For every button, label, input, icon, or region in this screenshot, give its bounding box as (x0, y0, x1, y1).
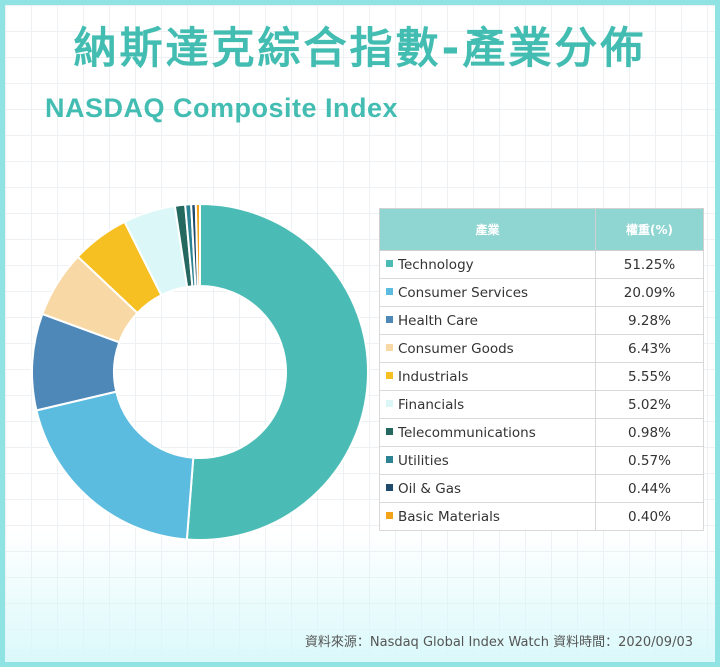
infographic-card: 納斯達克綜合指數-產業分佈 NASDAQ Composite Index 產業 … (5, 5, 715, 662)
legend-label: Utilities (398, 452, 449, 469)
legend-row-health-care: Health Care 9.28% (379, 306, 704, 335)
legend-value: 0.40% (595, 502, 704, 531)
legend-label: Consumer Goods (398, 340, 514, 357)
legend-row-oil-gas: Oil & Gas 0.44% (379, 474, 704, 503)
legend-row-utilities: Utilities 0.57% (379, 446, 704, 475)
legend-label: Technology (398, 256, 474, 273)
legend-swatch (386, 456, 393, 463)
legend-label: Health Care (398, 312, 478, 329)
legend-label: Industrials (398, 368, 469, 385)
legend-industry-cell: Basic Materials (379, 502, 596, 531)
legend-swatch (386, 400, 393, 407)
legend-industry-cell: Technology (379, 250, 596, 279)
legend-label: Financials (398, 396, 465, 413)
legend-value: 51.25% (595, 250, 704, 279)
legend-swatch (386, 288, 393, 295)
donut-chart (31, 202, 369, 541)
legend-label: Telecommunications (398, 424, 536, 441)
legend-header-row: 產業 權重(%) (379, 208, 704, 251)
legend-industry-cell: Consumer Services (379, 278, 596, 307)
donut-slice-consumer-services (35, 390, 195, 541)
legend-row-telecommunications: Telecommunications 0.98% (379, 418, 704, 447)
legend-industry-cell: Telecommunications (379, 418, 596, 447)
legend-body: Technology 51.25% Consumer Services 20.09% H… (379, 250, 704, 531)
legend-row-consumer-goods: Consumer Goods 6.43% (379, 334, 704, 363)
legend-value: 5.55% (595, 362, 704, 391)
legend-value: 0.44% (595, 474, 704, 503)
legend-industry-cell: Financials (379, 390, 596, 419)
legend-value: 0.57% (595, 446, 704, 475)
legend-industry-cell: Oil & Gas (379, 474, 596, 503)
legend-label: Oil & Gas (398, 480, 462, 497)
background-fade (5, 532, 715, 662)
legend-row-consumer-services: Consumer Services 20.09% (379, 278, 704, 307)
legend-row-technology: Technology 51.25% (379, 250, 704, 279)
legend-label: Consumer Services (398, 284, 529, 301)
legend-swatch (386, 484, 393, 491)
donut-slice-basic-materials (194, 202, 201, 288)
legend-row-basic-materials: Basic Materials 0.40% (379, 502, 704, 531)
legend-swatch (386, 428, 393, 435)
legend-industry-cell: Industrials (379, 362, 596, 391)
legend-label: Basic Materials (398, 508, 500, 525)
source-note: 資料來源：Nasdaq Global Index Watch 資料時間：2020… (304, 635, 693, 650)
legend-swatch (386, 344, 393, 351)
chart-subtitle: NASDAQ Composite Index (45, 93, 399, 123)
legend-header-weight: 權重(%) (595, 208, 704, 251)
chart-title: 納斯達克綜合指數-產業分佈 (73, 24, 647, 74)
legend-value: 5.02% (595, 390, 704, 419)
legend-value: 9.28% (595, 306, 704, 335)
legend-industry-cell: Health Care (379, 306, 596, 335)
legend-value: 0.98% (595, 418, 704, 447)
donut-slice-technology (185, 202, 369, 541)
legend-industry-cell: Consumer Goods (379, 334, 596, 363)
legend-value: 20.09% (595, 278, 704, 307)
legend-swatch (386, 372, 393, 379)
legend-swatch (386, 260, 393, 267)
legend-value: 6.43% (595, 334, 704, 363)
legend-swatch (386, 316, 393, 323)
legend-row-financials: Financials 5.02% (379, 390, 704, 419)
legend-industry-cell: Utilities (379, 446, 596, 475)
legend-header-industry: 產業 (379, 208, 596, 251)
legend-swatch (386, 512, 393, 519)
legend-table: 產業 權重(%) Technology 51.25% Consumer Servic… (379, 208, 704, 531)
legend-row-industrials: Industrials 5.55% (379, 362, 704, 391)
